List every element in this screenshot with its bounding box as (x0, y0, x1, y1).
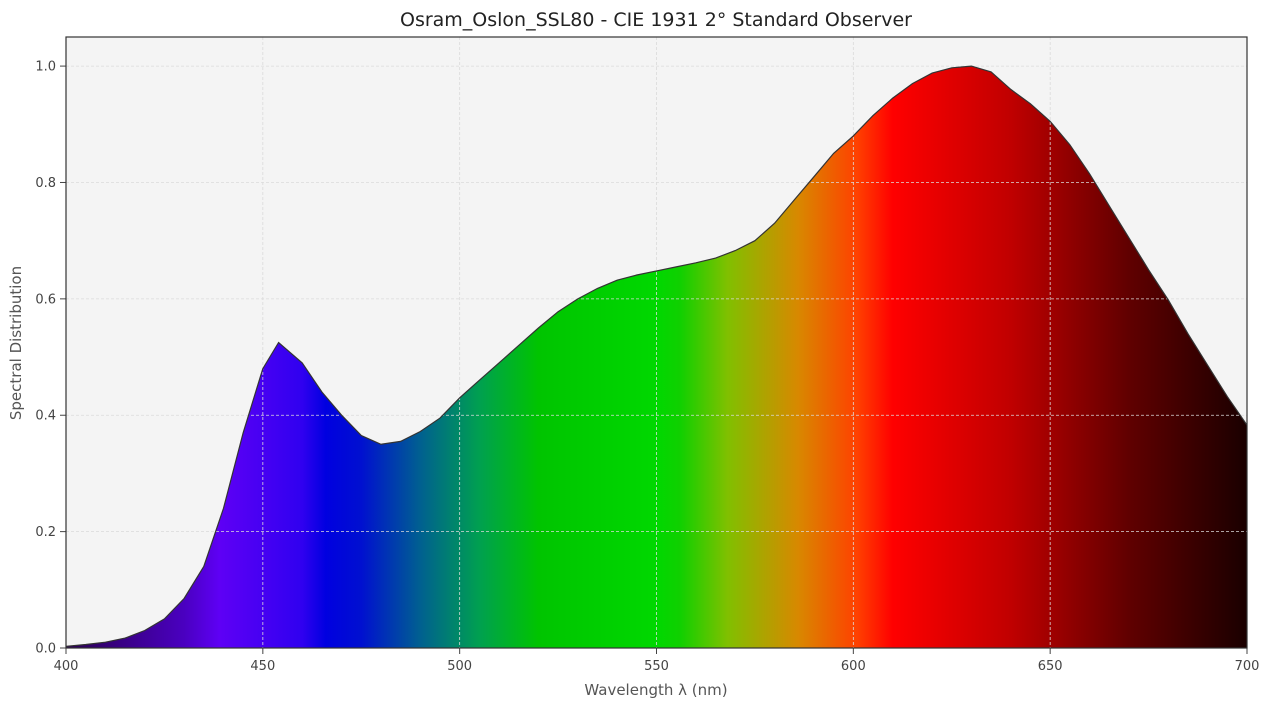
y-tick-label: 0.8 (35, 176, 56, 191)
y-tick-label: 0.4 (35, 409, 56, 424)
y-tick-label: 0.6 (35, 292, 56, 307)
x-tick-label: 400 (54, 659, 79, 674)
chart-title: Osram_Oslon_SSL80 - CIE 1931 2° Standard… (400, 9, 912, 31)
x-tick-label: 650 (1038, 659, 1063, 674)
y-tick-label: 1.0 (35, 60, 56, 75)
x-tick-label: 500 (447, 659, 472, 674)
x-tick-label: 550 (644, 659, 669, 674)
x-axis-label: Wavelength λ (nm) (584, 681, 727, 699)
x-tick-label: 450 (250, 659, 275, 674)
spectrum-line (65, 65, 1248, 647)
y-axis-label: Spectral Distribution (7, 266, 25, 420)
x-tick-label: 600 (841, 659, 866, 674)
x-tick-label: 700 (1235, 659, 1260, 674)
plot-frame (65, 36, 1248, 649)
y-tick-label: 0.2 (35, 525, 56, 540)
y-tick-label: 0.0 (35, 642, 56, 657)
